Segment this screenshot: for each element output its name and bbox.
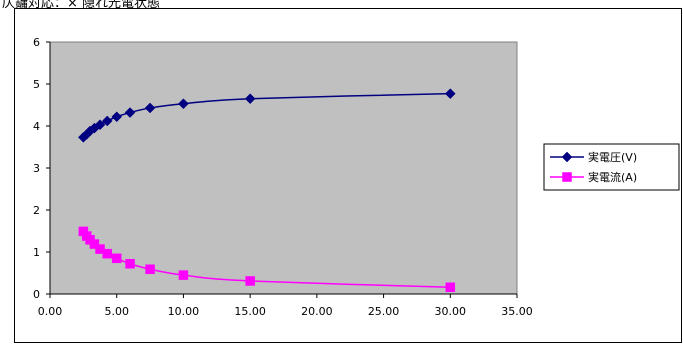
data-point	[102, 248, 112, 259]
y-tick-label: 1	[33, 246, 40, 259]
chart-svg: 0 1 2 3 4 5 6 0.00 5.00 10.00 15.00 20.00 25.00 30.00…	[33, 36, 680, 318]
plot-area	[49, 41, 518, 295]
axes: 0 1 2 3 4 5 6 0.00 5.00 10.00 15.00 20.00 25.00 30.00…	[33, 36, 533, 318]
data-point	[178, 98, 189, 110]
data-point	[244, 93, 256, 105]
y-tick-label: 4	[33, 120, 40, 133]
y-tick-label: 3	[33, 162, 40, 175]
data-point	[124, 107, 136, 118]
legend: 実電圧(V) 実電流(A)	[543, 143, 680, 191]
x-tick-label: 35.00	[501, 305, 533, 318]
data-point	[89, 239, 100, 249]
y-tick-label: 6	[33, 36, 40, 49]
data-point	[145, 264, 155, 274]
x-tick-label: 5.00	[104, 305, 129, 318]
series-layer	[78, 88, 456, 293]
legend-item: 実電流(A)	[550, 170, 637, 184]
x-tick-label: 25.00	[368, 305, 400, 318]
data-point	[444, 88, 456, 100]
x-tick-label: 15.00	[234, 305, 266, 318]
data-point	[125, 259, 135, 269]
legend-marker	[561, 151, 573, 163]
legend-label: 実電圧(V)	[588, 150, 637, 164]
data-point	[245, 276, 255, 286]
x-tick-label: 30.00	[435, 305, 467, 318]
data-point	[445, 282, 456, 293]
x-tick-label: 0.00	[38, 305, 63, 318]
y-tick-label: 5	[33, 78, 40, 91]
series-current	[78, 226, 456, 293]
data-point	[111, 111, 123, 123]
x-tick-label: 10.00	[168, 305, 200, 318]
legend-box	[543, 143, 680, 191]
data-point	[178, 270, 189, 280]
chart-area: 0 1 2 3 4 5 6 0.00 5.00 10.00 15.00 20.00 25.00 30.00…	[14, 8, 682, 343]
y-tick-label: 0	[33, 288, 40, 301]
data-point	[144, 102, 156, 114]
legend-marker	[562, 172, 572, 182]
series-voltage	[78, 88, 456, 143]
data-point	[94, 119, 106, 131]
data-point	[101, 115, 113, 127]
top-caption: 仄鏞対応：× 隠れ光電状態	[2, 0, 161, 11]
legend-item: 実電圧(V)	[550, 150, 637, 164]
x-tick-label: 20.00	[301, 305, 333, 318]
legend-label: 実電流(A)	[588, 170, 637, 184]
data-point	[111, 253, 122, 264]
y-tick-label: 2	[33, 204, 40, 217]
